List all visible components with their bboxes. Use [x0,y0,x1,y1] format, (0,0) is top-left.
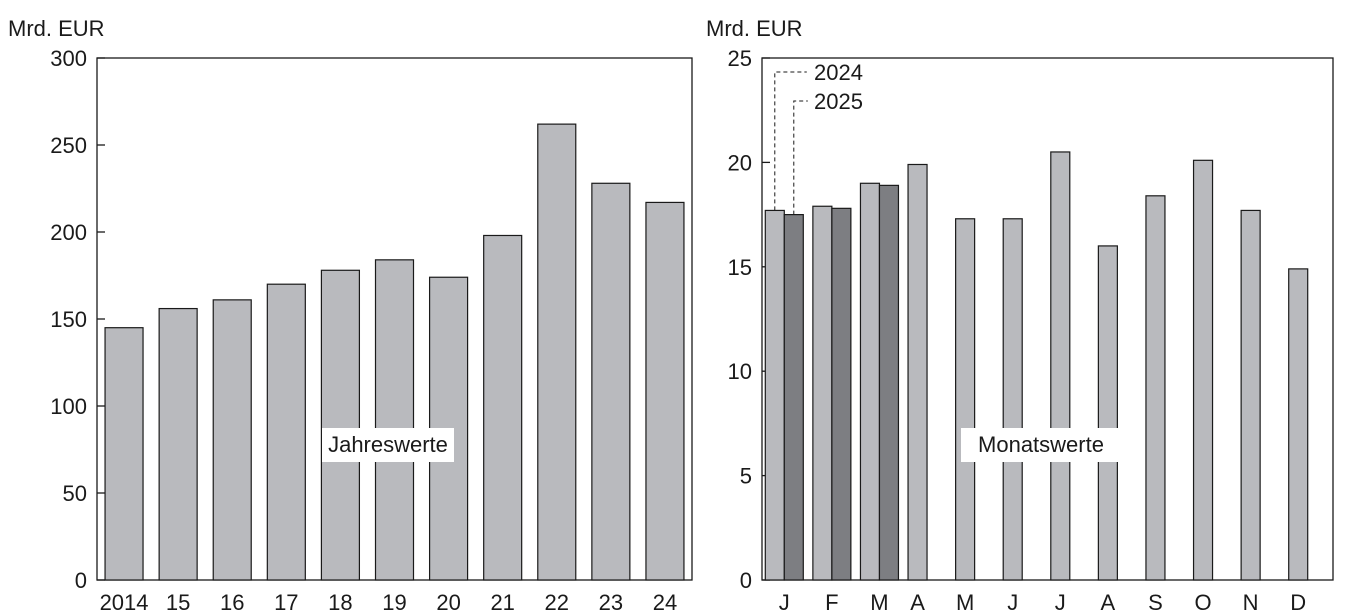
y-tick-label: 0 [75,568,87,593]
bar-15 [158,307,198,581]
bar-23 [591,182,631,581]
x-tick-label: 15 [166,590,190,615]
bar-2024-9 [1192,159,1214,581]
bar-17 [266,283,306,581]
x-tick-label: J [779,590,790,615]
annotation-background [961,428,1121,462]
bar-24 [645,201,685,581]
x-tick-label: A [910,590,925,615]
x-tick-label: 22 [545,590,569,615]
bar-2024-11 [1288,268,1309,581]
x-tick-label: 16 [220,590,244,615]
x-tick-label: M [870,590,888,615]
x-tick-label: 2014 [100,590,149,615]
legend-leader-2025 [793,100,808,215]
legend-label-2025: 2025 [814,89,863,114]
x-tick-label: F [825,590,838,615]
y-tick-label: 300 [50,46,87,71]
bar-2025-2 [878,184,900,581]
x-tick-label: 21 [490,590,514,615]
y-axis-label: Mrd. EUR [8,16,105,41]
x-tick-label: J [1055,590,1066,615]
plot-frame [761,57,1334,581]
x-tick-label: 20 [436,590,460,615]
annotation-jahreswerte: Jahreswerte [328,432,448,457]
x-tick-label: A [1101,590,1116,615]
annotation-background [322,428,454,462]
x-tick-label: 24 [653,590,677,615]
y-tick-label: 20 [728,150,752,175]
bar-2014 [104,327,144,581]
bar-2024-6 [1050,151,1071,581]
x-tick-label: O [1194,590,1211,615]
annotation-monatswerte: Monatswerte [978,432,1104,457]
x-tick-label: M [956,590,974,615]
bar-21 [483,234,523,581]
bar-2024-0 [764,209,785,581]
x-tick-label: 23 [599,590,623,615]
bar-2024-4 [955,218,976,581]
annual-chart: 0 50 100 150 200 250 300 Mrd. EUR 2014 15 16 17 18 19… [8,16,693,615]
bar-2025-0 [783,214,804,581]
bar-2024-7 [1097,245,1118,581]
y-tick-label: 25 [728,46,752,71]
x-tick-label: D [1290,590,1306,615]
bar-2024-8 [1145,195,1166,581]
bar-22 [537,123,577,581]
x-tick-label: 17 [274,590,298,615]
y-tick-label: 100 [50,394,87,419]
bar-2024-1 [812,205,833,581]
y-tick-label: 50 [63,481,87,506]
bar-2024-3 [907,163,928,581]
y-tick-label: 250 [50,133,87,158]
bar-19 [374,259,415,581]
legend-leader-2024 [774,71,807,211]
bar-2024-5 [1002,218,1023,581]
y-tick-label: 200 [50,220,87,245]
x-tick-label: 19 [382,590,406,615]
x-tick-label: N [1243,590,1259,615]
bar-16 [212,299,252,581]
y-tick-label: 150 [50,307,87,332]
y-tick-label: 0 [740,568,752,593]
bar-18 [320,269,361,581]
x-tick-label: 18 [328,590,352,615]
x-tick-label: J [1007,590,1018,615]
bar-2024-10 [1240,209,1261,581]
bar-2025-1 [831,207,852,581]
y-tick-label: 15 [728,255,752,280]
legend-label-2024: 2024 [814,60,863,85]
y-axis-label: Mrd. EUR [706,16,803,41]
y-tick-label: 5 [740,464,752,489]
x-tick-label: S [1148,590,1163,615]
bar-2024-2 [859,182,881,581]
y-tick-label: 10 [728,359,752,384]
